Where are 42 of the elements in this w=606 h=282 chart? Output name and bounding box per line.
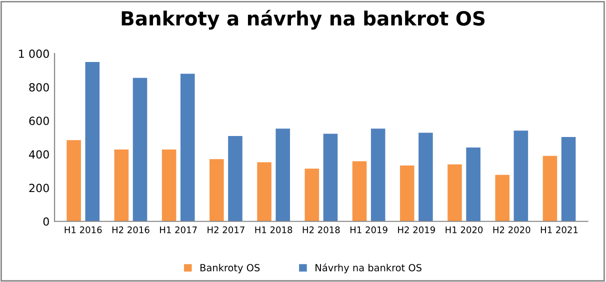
bar bbox=[66, 140, 81, 222]
bar bbox=[542, 156, 558, 222]
x-tick-label: H1 2020 bbox=[446, 226, 483, 234]
bar bbox=[162, 150, 176, 222]
chart-title: Bankroty a návrhy na bankrot OS bbox=[122, 10, 485, 30]
bar bbox=[85, 62, 100, 222]
y-tick-label: 600 bbox=[29, 116, 49, 126]
x-tick-label: H2 2020 bbox=[493, 226, 530, 234]
bar bbox=[210, 159, 224, 222]
bar bbox=[257, 162, 272, 222]
x-tick-label: H1 2021 bbox=[540, 226, 578, 234]
bar bbox=[400, 165, 414, 222]
bar bbox=[466, 148, 480, 222]
bar bbox=[228, 136, 242, 222]
y-tick-label: 1 000 bbox=[19, 50, 49, 58]
bar bbox=[323, 134, 338, 222]
bar bbox=[304, 168, 320, 222]
bar bbox=[276, 128, 290, 222]
y-tick-label: 0 bbox=[43, 217, 49, 226]
x-tick-label: H2 2019 bbox=[398, 226, 435, 234]
bar bbox=[132, 78, 148, 222]
y-tick-label: 400 bbox=[29, 150, 49, 159]
bar bbox=[370, 128, 386, 222]
bar bbox=[180, 74, 195, 222]
y-tick-label: 200 bbox=[29, 184, 49, 192]
bar bbox=[495, 174, 510, 222]
x-tick-label: H2 2017 bbox=[208, 226, 244, 234]
x-tick-label: H1 2017 bbox=[160, 226, 197, 234]
x-tick-label: H2 2016 bbox=[112, 226, 150, 234]
bar bbox=[514, 130, 528, 222]
x-tick-label: H2 2018 bbox=[302, 226, 340, 234]
x-tick-label: H1 2016 bbox=[64, 226, 102, 234]
bar bbox=[448, 164, 462, 222]
legend-label: Návrhy na bankrot OS bbox=[316, 263, 422, 274]
y-tick-label: 800 bbox=[29, 83, 49, 92]
bar bbox=[561, 136, 576, 222]
x-tick-label: H1 2018 bbox=[255, 226, 292, 234]
x-tick-label: H1 2019 bbox=[350, 226, 388, 234]
bar bbox=[418, 132, 433, 222]
bar bbox=[352, 161, 367, 222]
bar bbox=[114, 150, 129, 222]
legend-label: Bankroty OS bbox=[200, 264, 260, 274]
